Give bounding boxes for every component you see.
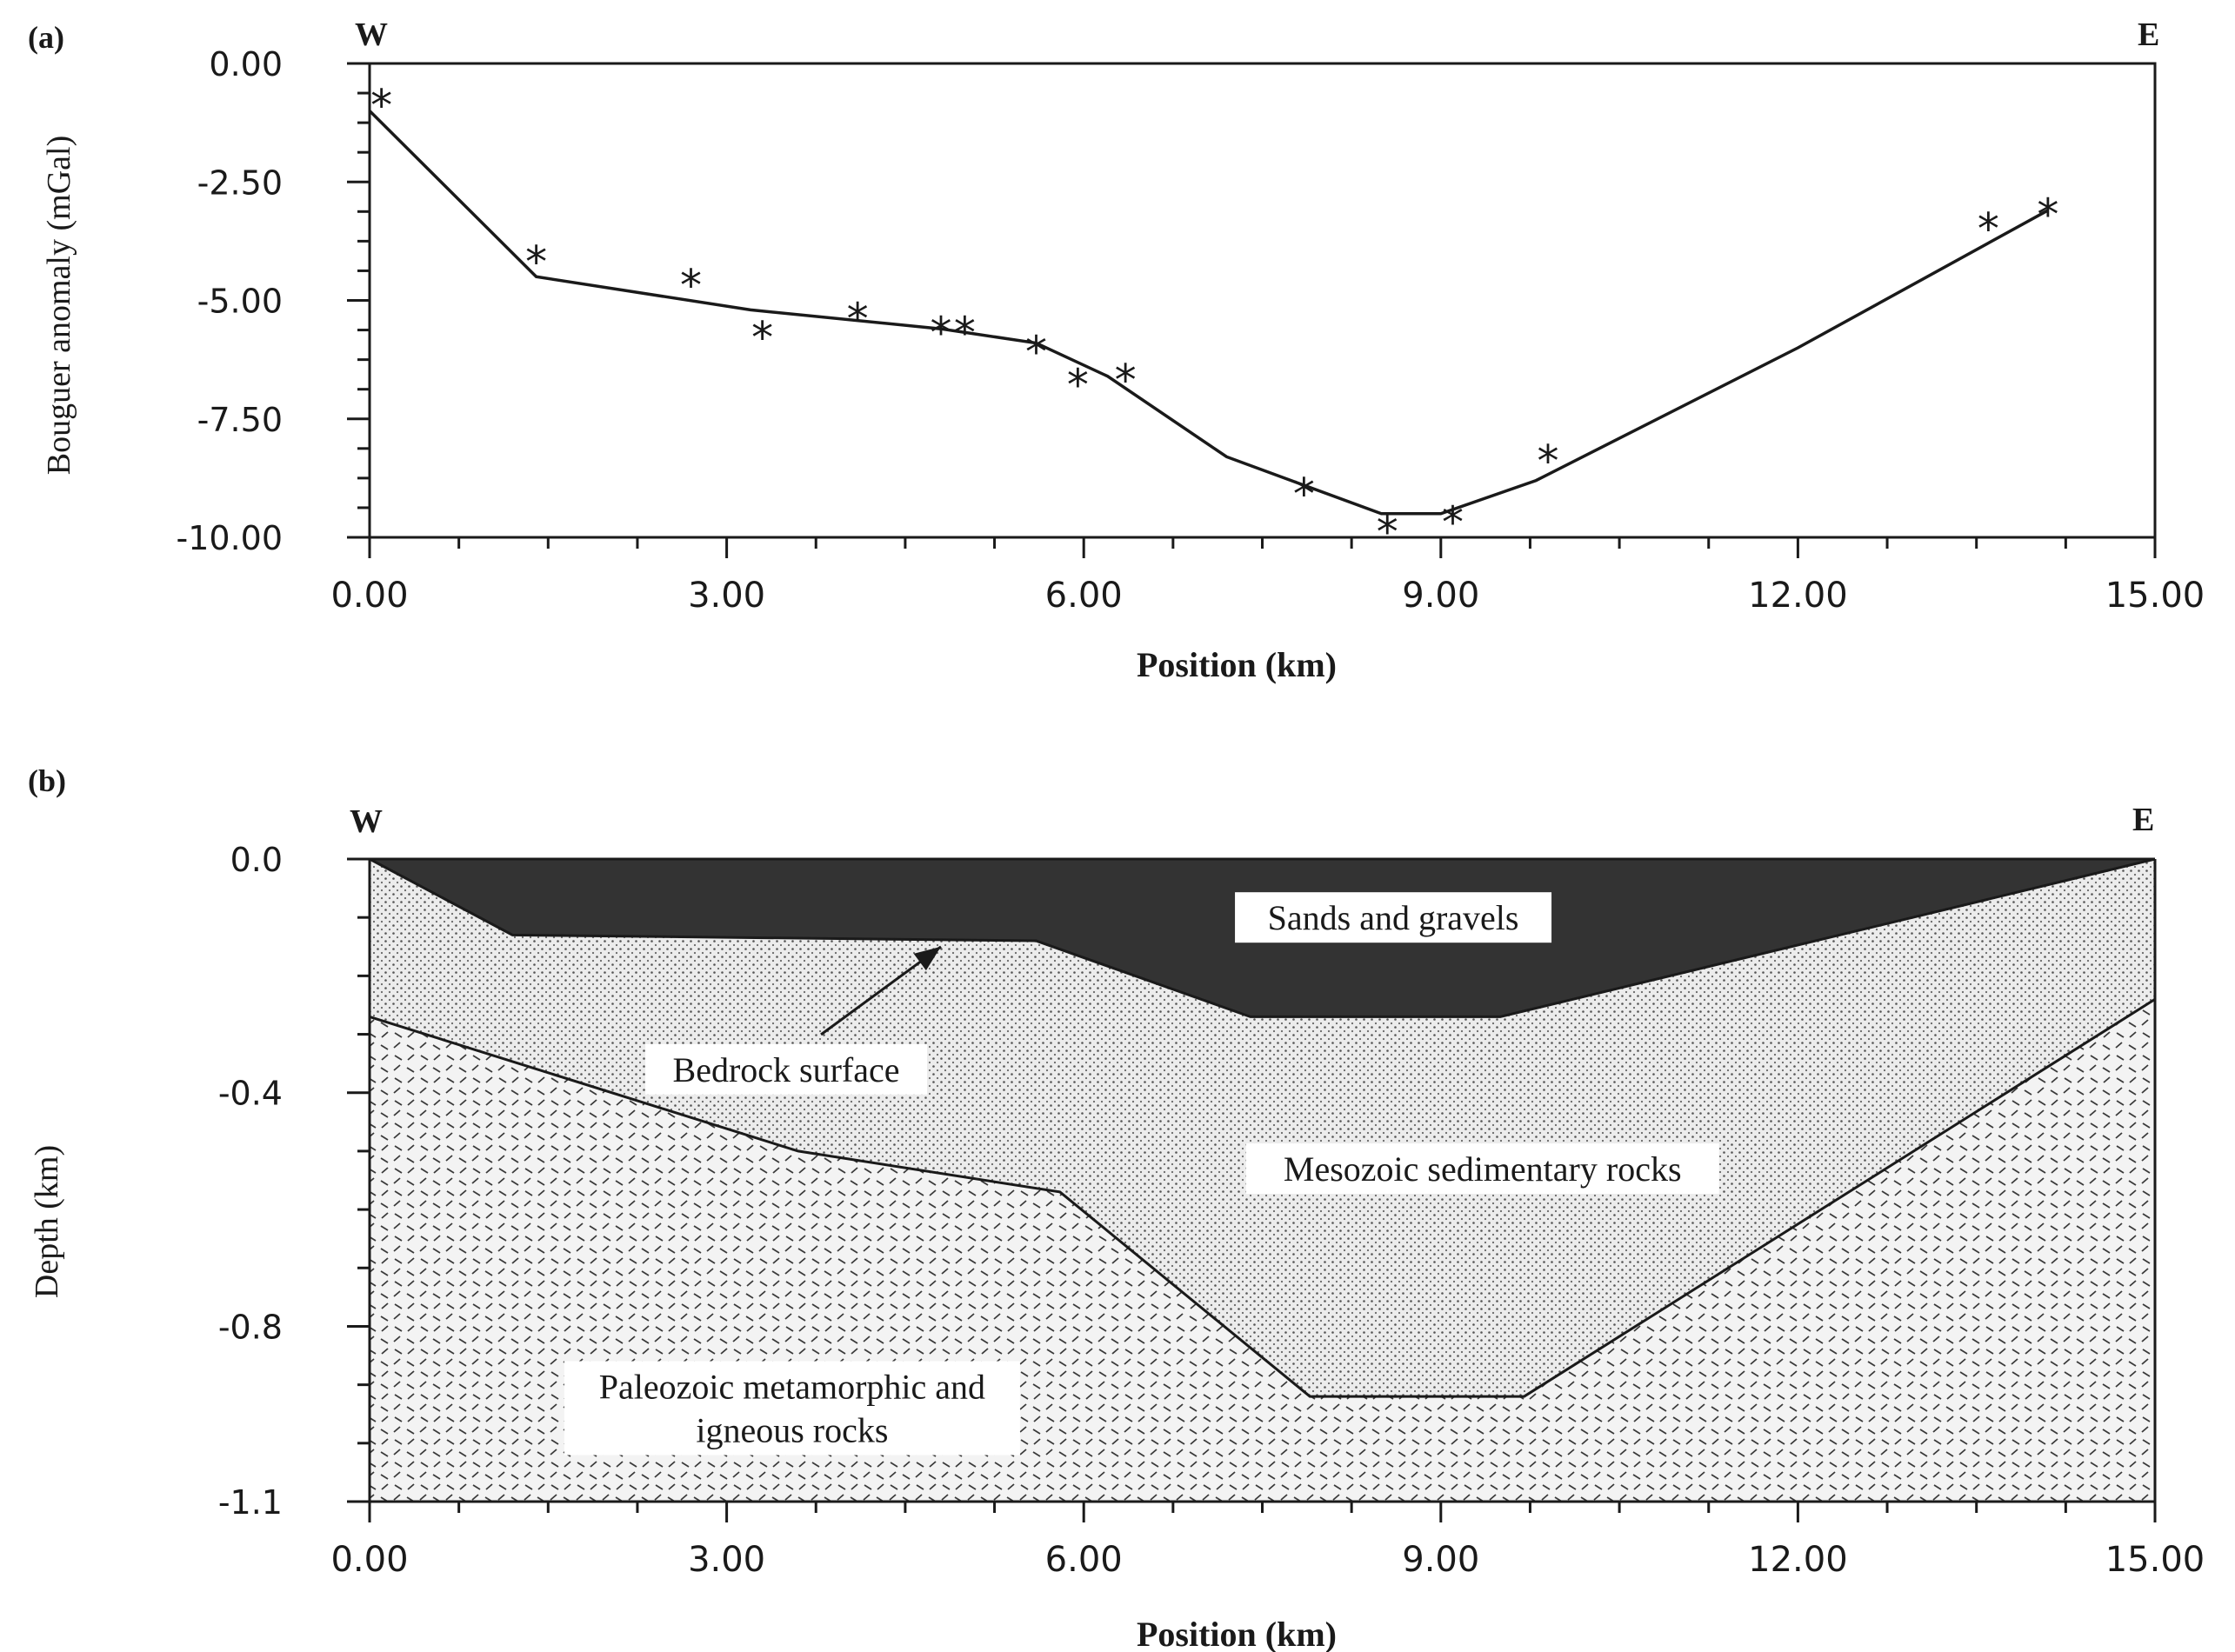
- bedrock-surface-line: [369, 857, 2156, 1018]
- y-tick-label-b: -0.4: [218, 1075, 283, 1113]
- x-tick-label-a: 9.00: [1402, 576, 1479, 616]
- observed-data-point: *: [954, 308, 976, 358]
- x-tick-label-b: 15.00: [2105, 1540, 2205, 1580]
- y-tick-label-a: 0.00: [209, 45, 283, 83]
- y-tick-label-b: -1.1: [218, 1483, 283, 1522]
- observed-data-point: *: [2037, 190, 2058, 240]
- observed-data-point: *: [1115, 356, 1137, 406]
- x-tick-label-a: 0.00: [330, 576, 408, 616]
- observed-data-point: *: [1293, 470, 1315, 520]
- y-axis-label-b: Depth (km): [29, 1145, 65, 1298]
- plot-area-b: 0.0 -0.4 -0.8 -1.1 0.00 3.00 6.00 9.00 12.00 15.0…: [218, 841, 2205, 1580]
- observed-data-point: *: [680, 261, 702, 311]
- panel-b-label: (b): [28, 763, 66, 798]
- plot-area-a: 0.00 -2.50 -5.00 -7.50 -10.00 0.00 3.00 6.00 9.0…: [177, 45, 2205, 616]
- bedrock-surface-label: Bedrock surface: [673, 1050, 900, 1089]
- observed-data-point: *: [1978, 203, 1999, 254]
- mesozoic-label-background: [1245, 1143, 1719, 1195]
- observed-data-point: *: [930, 308, 951, 358]
- x-tick-label-a: 12.00: [1748, 576, 1848, 616]
- panel-b-depth-section: (b) W E 0.0 -0.4 -0.8 -1.1 0.00 3.00 6.00 9.00 1…: [28, 763, 2205, 1652]
- mesozoic-label: Mesozoic sedimentary rocks: [1284, 1149, 1682, 1189]
- bedrock-surface-label-background: [645, 1043, 928, 1095]
- sands-gravels-label: Sands and gravels: [1268, 898, 1519, 937]
- observed-data-point: *: [1377, 507, 1398, 557]
- west-marker-b: W: [350, 803, 383, 840]
- x-axis-label-a: Position (km): [1137, 645, 1337, 684]
- sands-gravels-label-background: [1235, 892, 1552, 943]
- basement-boundary-line: [369, 997, 2156, 1398]
- observed-data-point: *: [1537, 436, 1558, 486]
- observed-data-point: *: [751, 313, 773, 363]
- x-tick-label-a: 15.00: [2105, 576, 2205, 616]
- east-marker-b: E: [2132, 802, 2154, 838]
- x-tick-label-b: 6.00: [1045, 1540, 1123, 1580]
- x-tick-label-a: 3.00: [688, 576, 765, 616]
- x-tick-label-b: 3.00: [688, 1540, 765, 1580]
- y-tick-label-a: -10.00: [177, 519, 284, 557]
- y-tick-label-b: 0.0: [230, 841, 283, 879]
- observed-data-point: *: [370, 81, 392, 131]
- x-tick-label-b: 9.00: [1402, 1540, 1479, 1580]
- x-axis-label-b: Position (km): [1137, 1615, 1337, 1652]
- x-tick-label-b: 12.00: [1748, 1540, 1848, 1580]
- observed-data-point: *: [1067, 360, 1089, 410]
- observed-data-point: *: [1025, 327, 1047, 377]
- panel-a-label: (a): [28, 20, 64, 55]
- y-axis-label-a: Bouguer anomaly (mGal): [41, 136, 77, 475]
- x-tick-label-b: 0.00: [330, 1540, 408, 1580]
- bedrock-arrow-head: [913, 946, 941, 971]
- paleozoic-label: Paleozoic metamorphic and: [599, 1368, 985, 1407]
- east-marker-a: E: [2138, 17, 2159, 53]
- y-tick-label-b: -0.8: [218, 1308, 283, 1346]
- observed-data-point: *: [1442, 497, 1464, 548]
- observed-data-point: *: [525, 236, 547, 287]
- paleozoic-label: igneous rocks: [696, 1411, 888, 1450]
- paleozoic-label-background: [564, 1361, 1020, 1455]
- y-tick-label-a: -7.50: [197, 401, 283, 439]
- mesozoic-sedimentary-area: [370, 859, 2155, 1397]
- y-tick-label-a: -5.00: [197, 283, 283, 321]
- model-curve-line: [368, 110, 2049, 516]
- panel-a-bouguer-anomaly: (a) W E 0.00 -2.50 -5.00 -7.50 -10.00 0.00 3.0…: [28, 17, 2205, 684]
- observed-data-point: *: [847, 294, 869, 344]
- x-tick-label-a: 6.00: [1045, 576, 1123, 616]
- y-tick-label-a: -2.50: [197, 163, 283, 202]
- west-marker-a: W: [355, 17, 388, 53]
